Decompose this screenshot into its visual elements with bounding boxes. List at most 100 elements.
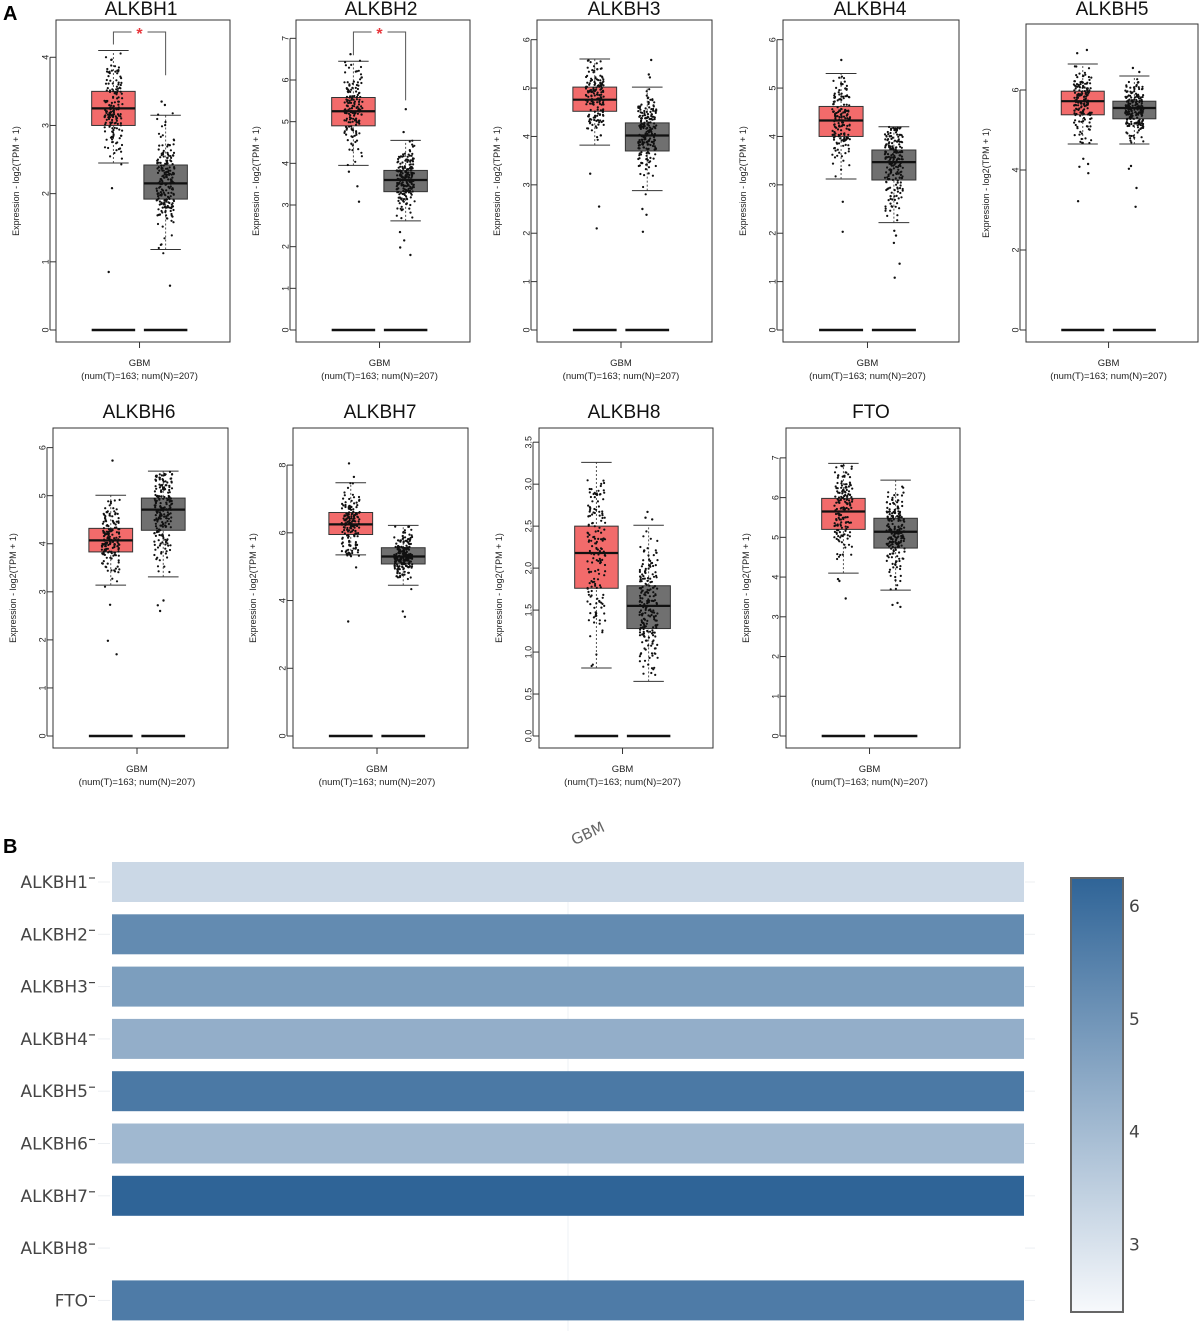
data-point xyxy=(402,557,405,560)
data-point xyxy=(1138,100,1141,104)
outlier-point xyxy=(595,227,598,230)
data-point xyxy=(408,533,411,536)
y-tick-label: 6 xyxy=(521,37,531,42)
data-point xyxy=(595,653,598,656)
data-point xyxy=(111,106,114,109)
data-point xyxy=(156,159,159,162)
data-point xyxy=(343,131,346,134)
data-point xyxy=(590,539,593,542)
outlier-point xyxy=(409,253,412,257)
data-point xyxy=(639,587,643,590)
data-point xyxy=(356,93,359,97)
data-point xyxy=(903,520,906,523)
data-point xyxy=(1087,91,1090,94)
data-point xyxy=(112,96,115,99)
data-point xyxy=(163,171,166,174)
data-point xyxy=(1135,98,1138,102)
data-point xyxy=(406,565,409,568)
data-point xyxy=(167,206,170,209)
data-point xyxy=(113,101,116,104)
data-point xyxy=(841,553,844,556)
data-point xyxy=(1127,80,1130,84)
data-point xyxy=(849,483,852,486)
data-point xyxy=(652,554,655,557)
data-point xyxy=(643,134,646,138)
data-point xyxy=(901,500,904,503)
data-point xyxy=(886,495,890,498)
data-point xyxy=(891,142,894,145)
data-point xyxy=(105,70,109,73)
data-point xyxy=(1140,102,1143,105)
data-point xyxy=(355,121,358,124)
data-point xyxy=(350,97,354,100)
plot-title: ALKBH7 xyxy=(344,402,417,423)
data-point xyxy=(411,157,414,160)
data-point xyxy=(838,118,841,121)
data-point xyxy=(1130,116,1133,119)
data-point xyxy=(1130,99,1133,102)
data-point xyxy=(396,174,399,177)
data-point xyxy=(602,90,605,93)
data-point xyxy=(168,166,171,169)
data-point xyxy=(353,526,356,529)
data-point xyxy=(891,562,894,566)
data-point xyxy=(898,207,901,210)
data-point xyxy=(840,98,843,101)
data-point xyxy=(357,121,360,124)
data-point xyxy=(592,103,595,106)
data-point xyxy=(155,517,158,520)
data-point xyxy=(361,100,364,103)
data-point xyxy=(902,491,905,494)
data-point xyxy=(640,119,643,122)
data-point xyxy=(641,612,644,615)
data-point xyxy=(839,553,842,557)
data-point xyxy=(1077,104,1080,107)
data-point xyxy=(154,548,157,551)
data-point xyxy=(1082,84,1085,87)
data-point xyxy=(645,530,648,533)
data-point xyxy=(894,162,897,165)
data-point xyxy=(845,521,848,524)
data-point xyxy=(108,113,111,116)
data-point xyxy=(601,101,605,104)
data-point xyxy=(349,482,352,485)
data-point xyxy=(1082,116,1086,120)
data-point xyxy=(348,539,351,542)
data-point xyxy=(114,91,117,94)
data-point xyxy=(1078,120,1081,123)
data-point xyxy=(158,533,161,537)
normal-box xyxy=(873,479,918,609)
y-tick-label: 6 xyxy=(280,77,290,82)
data-point xyxy=(833,471,837,474)
data-point xyxy=(358,526,361,529)
data-point xyxy=(656,587,659,590)
data-point xyxy=(650,130,653,133)
data-point xyxy=(846,495,849,498)
data-point xyxy=(108,72,111,75)
data-point xyxy=(111,533,114,536)
data-point xyxy=(655,574,658,578)
data-point xyxy=(894,540,897,543)
data-point xyxy=(350,117,353,120)
data-point xyxy=(395,214,398,217)
data-point xyxy=(409,203,412,207)
data-point xyxy=(155,475,158,478)
data-point xyxy=(601,516,604,520)
data-point xyxy=(156,117,159,121)
data-point xyxy=(160,524,163,527)
data-point xyxy=(654,110,657,113)
data-point xyxy=(892,501,895,504)
data-point xyxy=(889,158,892,161)
data-point xyxy=(1126,132,1129,135)
data-point xyxy=(358,511,361,514)
data-point xyxy=(162,202,165,205)
data-point xyxy=(157,192,160,195)
y-tick-label: 4 xyxy=(767,134,777,139)
data-point xyxy=(851,498,854,501)
data-point xyxy=(649,615,652,618)
data-point xyxy=(648,656,651,660)
data-point xyxy=(160,483,164,487)
data-point xyxy=(160,243,163,246)
data-point xyxy=(107,500,110,503)
data-point xyxy=(358,59,362,62)
